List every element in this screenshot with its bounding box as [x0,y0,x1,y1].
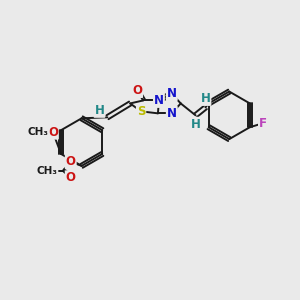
Text: S: S [137,105,145,118]
Text: N: N [167,87,177,100]
Text: O: O [66,155,76,168]
Text: O: O [66,171,76,184]
Text: N: N [167,107,177,120]
Text: O: O [48,126,58,139]
Text: CH₃: CH₃ [28,127,49,137]
Text: O: O [132,84,142,97]
Text: H: H [190,118,200,131]
Text: N: N [154,94,164,107]
Text: F: F [259,117,267,130]
Text: H: H [200,92,210,105]
Text: CH₃: CH₃ [37,166,58,176]
Text: H: H [94,104,104,117]
